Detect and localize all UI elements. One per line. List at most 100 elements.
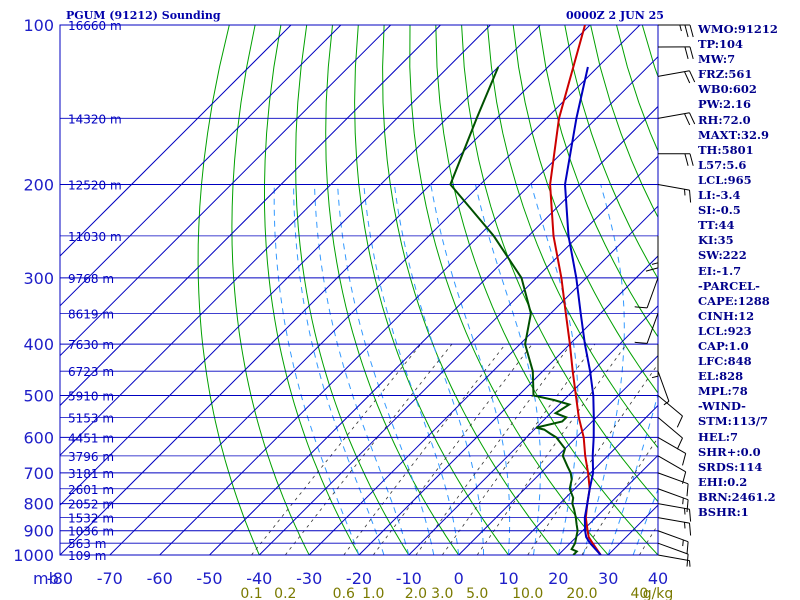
wind-barb-staff xyxy=(657,436,686,454)
temperature-trace xyxy=(549,25,602,555)
index-line: MAXT:32.9 xyxy=(698,127,769,142)
height-label: 2052 m xyxy=(68,498,114,512)
wind-barb xyxy=(657,503,692,522)
dewpoint-trace xyxy=(449,66,579,555)
wind-barb-flag xyxy=(686,541,689,555)
wind-barb xyxy=(634,277,659,309)
wind-barb-flag xyxy=(634,341,648,344)
wind-barb-flag xyxy=(689,46,694,60)
moist-adiabat xyxy=(393,184,485,555)
wind-barb xyxy=(657,112,696,126)
sounding-traces xyxy=(449,25,602,555)
temperature-tick-label: 30 xyxy=(598,569,618,588)
wind-barb-flag xyxy=(689,509,692,522)
mixing-ratio-line xyxy=(284,343,453,555)
wind-barb-staff xyxy=(657,455,686,473)
index-line: TP:104 xyxy=(698,37,744,52)
wind-barb-staff xyxy=(646,313,659,344)
wind-barb-flag xyxy=(686,499,689,513)
height-label: 14320 m xyxy=(68,112,122,126)
temperature-tick-label: -80 xyxy=(47,569,73,588)
temperature-tick-label: 20 xyxy=(548,569,568,588)
wind-barb-staff xyxy=(657,371,670,402)
mixing-ratio-label: 5.0 xyxy=(466,586,488,600)
wind-barb-half-flag xyxy=(651,375,659,379)
wind-barb-staff xyxy=(657,70,690,77)
stability-indices-panel: WMO:91212 TP:104 MW:7 FRZ:561 WB0:602 PW:2.16… xyxy=(698,22,778,520)
wind-barb xyxy=(657,488,689,513)
wind-barb-half-flag xyxy=(651,262,659,265)
parcel-trace xyxy=(563,66,602,555)
mixing-ratio-label: 40 xyxy=(630,586,648,600)
valid-time: 0000Z 2 JUN 25 xyxy=(566,9,664,22)
mixing-ratio-unit: g/kg xyxy=(643,586,674,600)
temperature-tick-label: -50 xyxy=(196,569,222,588)
wind-barb-flag xyxy=(676,415,683,428)
index-line: PW:2.16 xyxy=(698,97,752,112)
isotherm xyxy=(60,25,591,555)
wind-barb xyxy=(657,530,689,555)
wind-barbs xyxy=(634,24,696,567)
index-line: LCL:965 xyxy=(698,172,752,187)
wind-barb-flag xyxy=(684,153,689,166)
temperature-tick-label: -60 xyxy=(147,569,173,588)
wind-barb-flag xyxy=(684,113,691,126)
wind-barb xyxy=(651,344,659,379)
index-line: CINH:12 xyxy=(698,308,755,323)
index-line: LCL:923 xyxy=(698,323,752,338)
wind-barb-half-flag xyxy=(663,400,670,406)
wind-barb xyxy=(657,542,689,567)
wind-barb-staff xyxy=(657,112,690,119)
wind-barb xyxy=(634,313,659,344)
index-line: WMO:91212 xyxy=(698,22,778,36)
height-label: 9768 m xyxy=(68,272,114,286)
wind-barb-half-flag xyxy=(684,189,686,196)
wind-barb-staff xyxy=(657,554,690,562)
temperature-tick-label: -30 xyxy=(296,569,322,588)
index-line: EHI:0.2 xyxy=(698,474,748,489)
temperature-tick-label: -10 xyxy=(396,569,422,588)
height-label: 3181 m xyxy=(68,467,114,481)
isotherm xyxy=(60,25,541,506)
wind-barb-staff xyxy=(657,503,690,510)
pressure-tick-label: 200 xyxy=(23,176,54,195)
mixing-ratio-lines xyxy=(251,343,658,555)
temperature-tick-label: 0 xyxy=(454,569,464,588)
index-line: FRZ:561 xyxy=(698,67,753,82)
wind-barb-staff xyxy=(657,184,690,191)
isotherm xyxy=(60,25,292,257)
pressure-tick-label: 700 xyxy=(23,464,54,483)
height-label: 1036 m xyxy=(68,525,114,539)
wind-barb-staff xyxy=(657,530,689,543)
index-line: EI:-1.7 xyxy=(698,263,742,278)
isotherms xyxy=(60,25,658,555)
wind-barb-flag xyxy=(686,483,689,497)
wind-barb-flag xyxy=(689,70,696,83)
mixing-ratio-label: 3.0 xyxy=(431,586,453,600)
wind-barb-flag xyxy=(689,153,694,166)
wind-barb xyxy=(657,371,670,406)
height-label: 6723 m xyxy=(68,365,114,379)
height-label: 4451 m xyxy=(68,431,114,445)
index-line: HEL:7 xyxy=(698,429,738,444)
wind-barb xyxy=(657,46,694,60)
wind-barb xyxy=(658,24,694,38)
wind-barb xyxy=(657,517,692,536)
pressure-tick-label: 1000 xyxy=(13,546,54,565)
temperature-tick-label: -20 xyxy=(346,569,372,588)
temperature-tick-label: 10 xyxy=(498,569,518,588)
index-line: TH:5801 xyxy=(698,142,754,157)
wind-barb xyxy=(645,235,659,272)
moist-adiabat xyxy=(607,391,658,555)
isotherm xyxy=(109,25,641,555)
isotherm xyxy=(60,25,392,357)
index-line: MW:7 xyxy=(698,52,736,67)
isotherm xyxy=(209,105,658,555)
isotherm xyxy=(557,454,658,555)
mixing-ratio-label: 20.0 xyxy=(566,586,597,600)
height-label: 8619 m xyxy=(68,307,114,321)
index-line: SRDS:114 xyxy=(698,459,763,474)
index-line: EL:828 xyxy=(698,369,744,384)
dry-adiabat xyxy=(197,25,260,555)
wind-barb-flag xyxy=(689,24,694,38)
